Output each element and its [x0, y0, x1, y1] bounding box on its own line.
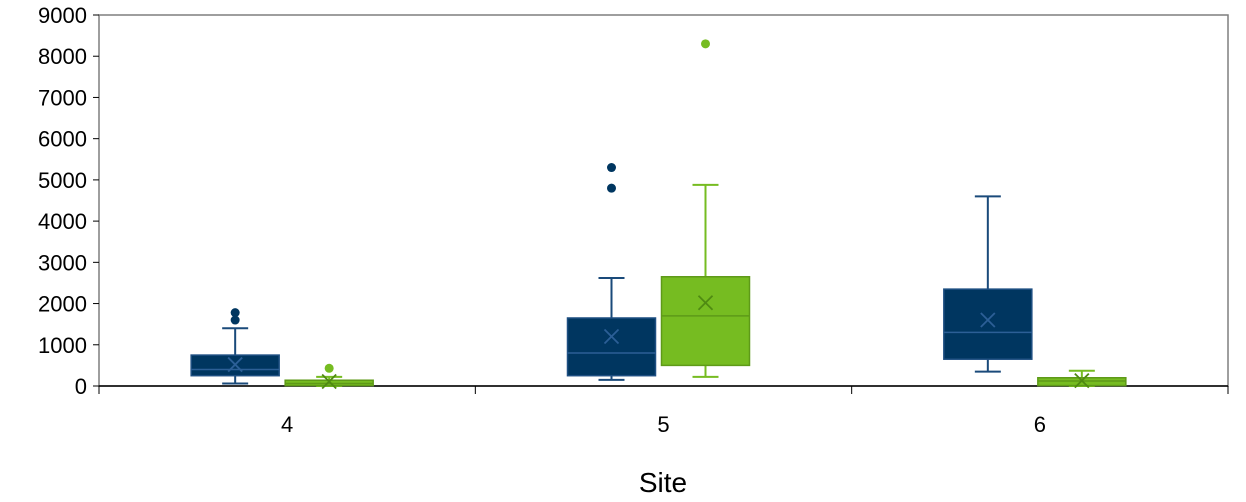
outlier-point	[230, 308, 240, 318]
mean-marker	[697, 295, 714, 311]
y-tick-label: 0	[75, 374, 87, 399]
outlier-point	[607, 183, 616, 193]
box-site-6-series-1	[943, 195, 1033, 373]
mean-marker	[980, 312, 996, 328]
mean-marker	[1074, 373, 1090, 389]
mean-marker	[321, 373, 337, 390]
outlier-point	[230, 315, 240, 325]
box-site-4-series-2	[284, 363, 374, 390]
y-tick-label: 5000	[38, 168, 87, 193]
box-site-5-series-2	[660, 39, 751, 378]
x-axis-title: Site	[639, 467, 687, 498]
iqr-box	[660, 276, 751, 367]
outlier-point	[324, 363, 334, 373]
box-site-5-series-1	[566, 163, 657, 381]
box-site-6-series-2	[1037, 369, 1127, 389]
box-site-4-series-1	[190, 308, 280, 385]
box-series-group	[190, 39, 1127, 390]
y-axis: 0 1000 2000 3000 4000 5000 6000 7000 8000 9000	[38, 3, 99, 399]
y-tick-label: 3000	[38, 250, 87, 275]
x-tick-label: 5	[657, 412, 669, 437]
y-tick-label: 8000	[38, 44, 87, 69]
iqr-box	[943, 288, 1033, 360]
y-tick-label: 2000	[38, 292, 87, 317]
iqr-box	[566, 317, 657, 377]
mean-marker	[227, 356, 243, 373]
y-tick-label: 7000	[38, 85, 87, 110]
y-tick-label: 9000	[38, 3, 87, 28]
outlier-point	[607, 163, 616, 173]
y-tick-label: 6000	[38, 127, 87, 152]
x-tick-label: 4	[281, 412, 293, 437]
y-tick-label: 4000	[38, 209, 87, 234]
outlier-point	[701, 39, 710, 49]
mean-marker	[603, 328, 620, 345]
x-tick-label: 6	[1034, 412, 1046, 437]
x-axis: 4 5 6	[98, 385, 1229, 437]
y-tick-label: 1000	[38, 333, 87, 358]
